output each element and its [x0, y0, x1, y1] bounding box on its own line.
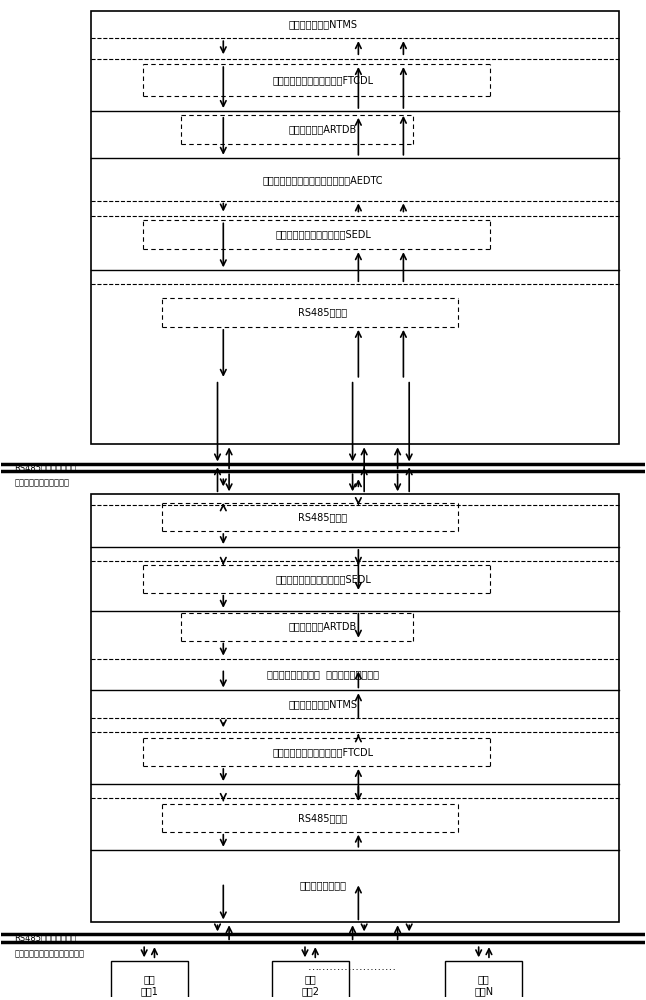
- Text: RS485驱动器: RS485驱动器: [298, 512, 348, 522]
- Text: RS485屏蔽双绞线总线: RS485屏蔽双绞线总线: [14, 934, 76, 943]
- Text: RS485驱动器: RS485驱动器: [298, 307, 348, 317]
- Text: 面向相同总线扩展数据传输控制层AEDTC: 面向相同总线扩展数据传输控制层AEDTC: [263, 176, 383, 186]
- Bar: [92, 494, 619, 922]
- Bar: [110, 961, 188, 1000]
- Text: 同总线下扩展母从站的现场子站: 同总线下扩展母从站的现场子站: [14, 950, 84, 959]
- Text: 子站
设备1: 子站 设备1: [140, 974, 158, 996]
- Text: 时序管理配置层NTMS: 时序管理配置层NTMS: [289, 19, 357, 29]
- Text: 子站
设备N: 子站 设备N: [474, 974, 494, 996]
- Text: 二级扩展数据链路管理协议SEDL: 二级扩展数据链路管理协议SEDL: [275, 574, 371, 584]
- Text: 二级扩展主站控制器  二级扩展主站应用层: 二级扩展主站控制器 二级扩展主站应用层: [267, 669, 379, 679]
- Text: RS485屏蔽双绞线总线: RS485屏蔽双绞线总线: [14, 463, 76, 472]
- Bar: [445, 961, 523, 1000]
- Text: RS485驱动器: RS485驱动器: [298, 813, 348, 823]
- Text: 时序管理配置层NTMS: 时序管理配置层NTMS: [289, 699, 357, 709]
- Text: 二级扩展数据链路管理协议SEDL: 二级扩展数据链路管理协议SEDL: [275, 229, 371, 239]
- Text: 同总线扩展母从站: 同总线扩展母从站: [300, 881, 346, 891]
- Text: 实时库应用层ARTDB: 实时库应用层ARTDB: [289, 622, 357, 632]
- Text: 实时库应用层ARTDB: 实时库应用层ARTDB: [289, 124, 357, 134]
- Text: 同步时序数据链路管理协议FTCDL: 同步时序数据链路管理协议FTCDL: [273, 75, 373, 85]
- Text: 子站
设备2: 子站 设备2: [301, 974, 319, 996]
- Text: 同总线下现场扩展母从站: 同总线下现场扩展母从站: [14, 479, 69, 488]
- Text: 同步时序数据链路管理协议FTCDL: 同步时序数据链路管理协议FTCDL: [273, 747, 373, 757]
- Bar: [271, 961, 349, 1000]
- Bar: [92, 11, 619, 444]
- Text: ……………………: ……………………: [307, 962, 397, 972]
